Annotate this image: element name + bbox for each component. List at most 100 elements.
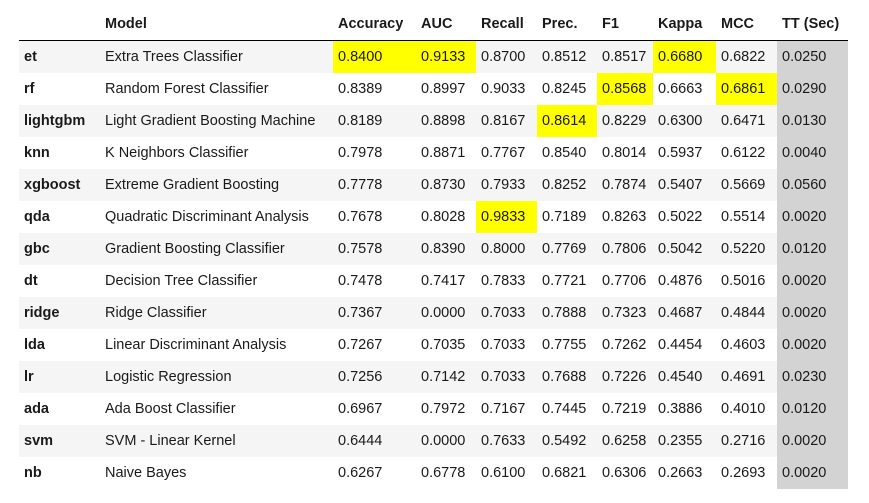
mcc-cell: 0.5016 (716, 265, 777, 297)
model-name-cell: Extra Trees Classifier (100, 40, 333, 73)
recall-cell: 0.8000 (476, 233, 537, 265)
auc-cell: 0.7417 (416, 265, 476, 297)
accuracy-cell: 0.6267 (333, 457, 416, 489)
tt-sec-cell: 0.0020 (777, 201, 848, 233)
model-name-cell: K Neighbors Classifier (100, 137, 333, 169)
kappa-cell: 0.4454 (653, 329, 716, 361)
mcc-header: MCC (716, 8, 777, 41)
precision-cell: 0.8512 (537, 40, 597, 73)
model-header: Model (100, 8, 333, 41)
f1-cell: 0.6306 (597, 457, 653, 489)
precision-cell: 0.8245 (537, 73, 597, 105)
row-index: lightgbm (19, 105, 100, 137)
row-index: knn (19, 137, 100, 169)
row-index: et (19, 40, 100, 73)
accuracy-cell: 0.8400 (333, 40, 416, 73)
f1-cell: 0.7226 (597, 361, 653, 393)
auc-cell: 0.8028 (416, 201, 476, 233)
row-index: xgboost (19, 169, 100, 201)
kappa-cell: 0.5937 (653, 137, 716, 169)
precision-cell: 0.7755 (537, 329, 597, 361)
recall-cell: 0.8700 (476, 40, 537, 73)
recall-cell: 0.7633 (476, 425, 537, 457)
kappa-cell: 0.6680 (653, 40, 716, 73)
tt-sec-header: TT (Sec) (777, 8, 848, 41)
tt-sec-cell: 0.0120 (777, 233, 848, 265)
precision-cell: 0.7445 (537, 393, 597, 425)
table-body: et Extra Trees Classifier 0.8400 0.9133 0.87… (19, 40, 848, 489)
model-name-cell: Naive Bayes (100, 457, 333, 489)
model-name-cell: Decision Tree Classifier (100, 265, 333, 297)
f1-cell: 0.8229 (597, 105, 653, 137)
header-row: Model Accuracy AUC Recall Prec. F1 Kappa MCC TT … (19, 8, 848, 41)
mcc-cell: 0.5669 (716, 169, 777, 201)
f1-header: F1 (597, 8, 653, 41)
auc-cell: 0.9133 (416, 40, 476, 73)
table-row: dt Decision Tree Classifier 0.7478 0.7417 0.… (19, 265, 848, 297)
precision-cell: 0.7688 (537, 361, 597, 393)
f1-cell: 0.8263 (597, 201, 653, 233)
recall-cell: 0.7833 (476, 265, 537, 297)
precision-cell: 0.8540 (537, 137, 597, 169)
f1-cell: 0.8568 (597, 73, 653, 105)
tt-sec-cell: 0.0230 (777, 361, 848, 393)
kappa-cell: 0.5022 (653, 201, 716, 233)
precision-cell: 0.5492 (537, 425, 597, 457)
row-index: lr (19, 361, 100, 393)
kappa-cell: 0.2355 (653, 425, 716, 457)
f1-cell: 0.7219 (597, 393, 653, 425)
kappa-cell: 0.5407 (653, 169, 716, 201)
auc-cell: 0.8898 (416, 105, 476, 137)
precision-cell: 0.8614 (537, 105, 597, 137)
model-name-cell: Gradient Boosting Classifier (100, 233, 333, 265)
auc-cell: 0.8871 (416, 137, 476, 169)
precision-cell: 0.6821 (537, 457, 597, 489)
tt-sec-cell: 0.0120 (777, 393, 848, 425)
f1-cell: 0.7874 (597, 169, 653, 201)
kappa-cell: 0.4687 (653, 297, 716, 329)
kappa-cell: 0.5042 (653, 233, 716, 265)
model-name-cell: Ada Boost Classifier (100, 393, 333, 425)
auc-cell: 0.7142 (416, 361, 476, 393)
accuracy-cell: 0.7678 (333, 201, 416, 233)
auc-cell: 0.0000 (416, 425, 476, 457)
tt-sec-cell: 0.0020 (777, 297, 848, 329)
tt-sec-cell: 0.0250 (777, 40, 848, 73)
model-comparison-table: Model Accuracy AUC Recall Prec. F1 Kappa MCC TT … (19, 8, 848, 489)
recall-cell: 0.8167 (476, 105, 537, 137)
mcc-cell: 0.6822 (716, 40, 777, 73)
precision-cell: 0.7769 (537, 233, 597, 265)
mcc-cell: 0.4603 (716, 329, 777, 361)
tt-sec-cell: 0.0040 (777, 137, 848, 169)
f1-cell: 0.7262 (597, 329, 653, 361)
table-header: Model Accuracy AUC Recall Prec. F1 Kappa MCC TT … (19, 8, 848, 41)
recall-cell: 0.7033 (476, 297, 537, 329)
kappa-header: Kappa (653, 8, 716, 41)
table-row: lda Linear Discriminant Analysis 0.7267 0.7… (19, 329, 848, 361)
model-name-cell: Ridge Classifier (100, 297, 333, 329)
row-index: gbc (19, 233, 100, 265)
f1-cell: 0.7323 (597, 297, 653, 329)
row-index: qda (19, 201, 100, 233)
kappa-cell: 0.6300 (653, 105, 716, 137)
table-row: ridge Ridge Classifier 0.7367 0.0000 0.7033 0… (19, 297, 848, 329)
auc-cell: 0.8997 (416, 73, 476, 105)
recall-cell: 0.9033 (476, 73, 537, 105)
tt-sec-cell: 0.0560 (777, 169, 848, 201)
recall-header: Recall (476, 8, 537, 41)
tt-sec-cell: 0.0020 (777, 457, 848, 489)
mcc-cell: 0.4844 (716, 297, 777, 329)
recall-cell: 0.7033 (476, 329, 537, 361)
table-row: rf Random Forest Classifier 0.8389 0.8997 0.… (19, 73, 848, 105)
f1-cell: 0.8517 (597, 40, 653, 73)
accuracy-cell: 0.7256 (333, 361, 416, 393)
auc-cell: 0.0000 (416, 297, 476, 329)
accuracy-cell: 0.7367 (333, 297, 416, 329)
accuracy-cell: 0.8189 (333, 105, 416, 137)
row-index: ada (19, 393, 100, 425)
accuracy-cell: 0.7578 (333, 233, 416, 265)
kappa-cell: 0.2663 (653, 457, 716, 489)
f1-cell: 0.7706 (597, 265, 653, 297)
recall-cell: 0.9833 (476, 201, 537, 233)
